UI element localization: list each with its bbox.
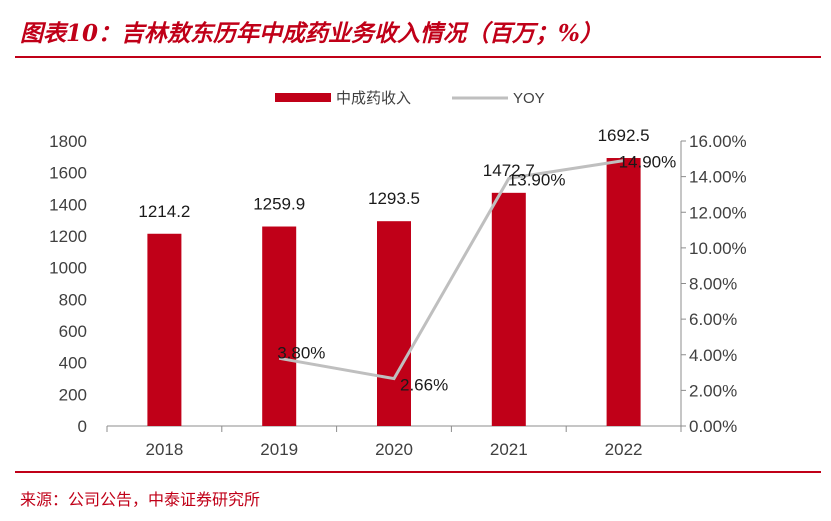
bar-value-label: 1692.5 [598,126,650,145]
bottom-divider [15,471,821,473]
yoy-line [278,159,624,381]
bar-value-label: 1214.2 [138,202,190,221]
y-left-tick-label: 1800 [49,132,87,151]
chart-title: 图表10：吉林敖东历年中成药业务收入情况（百万；%） [20,20,603,47]
y-left-tick-label: 1600 [49,164,87,183]
y-right-tick-label: 14.00% [689,168,747,187]
legend-bar-label: 中成药收入 [336,90,411,107]
legend-line-label: YOY [513,90,545,107]
title-bar: 图表10：吉林敖东历年中成药业务收入情况（百万；%） [0,0,831,62]
data-labels: 1214.2 1259.9 1293.5 1472.7 1692.5 3.80% 2.66%… [138,126,676,395]
top-divider [15,56,821,58]
yoy-line-series [278,159,624,381]
bar-value-label: 1472.7 [483,161,535,180]
y-left-tick-label: 1200 [49,227,87,246]
y-right-tick-label: 6.00% [689,310,737,329]
y-left-tick-label: 1400 [49,195,87,214]
bar [377,221,411,426]
y-left-tick-label: 800 [59,290,87,309]
axes: 0 200 400 600 800 1000 1200 1400 1600 1800 0.00% 2.… [49,132,747,459]
bar [491,192,526,426]
legend: 中成药收入 YOY [275,90,545,107]
x-tick-label: 2022 [605,440,643,459]
y-right-tick-label: 16.00% [689,132,747,151]
bar [147,233,182,426]
x-tick-label: 2021 [490,440,528,459]
bar [262,226,297,426]
y-left-tick-label: 0 [78,417,87,436]
y-right-tick-label: 4.00% [689,346,737,365]
y-right-tick-label: 0.00% [689,417,737,436]
x-tick-label: 2018 [145,440,183,459]
x-tick-label: 2019 [260,440,298,459]
bar [606,158,641,427]
y-left-tick-label: 1000 [49,259,87,278]
bar-value-label: 1293.5 [368,189,420,208]
y-right-tick-label: 2.00% [689,381,737,400]
yoy-value-label: 3.80% [277,343,325,362]
bar-series [147,158,641,427]
y-right-tick-label: 10.00% [689,239,747,258]
y-left-tick-label: 200 [59,385,87,404]
y-left-tick-label: 400 [59,354,87,373]
bar-value-label: 1259.9 [253,195,305,214]
y-right-tick-label: 12.00% [689,203,747,222]
y-left-tick-label: 600 [59,322,87,341]
yoy-value-label: 14.90% [619,153,677,172]
yoy-value-label: 2.66% [400,376,448,395]
y-right-tick-label: 8.00% [689,275,737,294]
legend-bar-swatch [275,93,331,102]
x-tick-label: 2020 [375,440,413,459]
yoy-value-label: 13.90% [508,170,566,189]
source-note: 来源：公司公告，中泰证券研究所 [20,490,261,509]
